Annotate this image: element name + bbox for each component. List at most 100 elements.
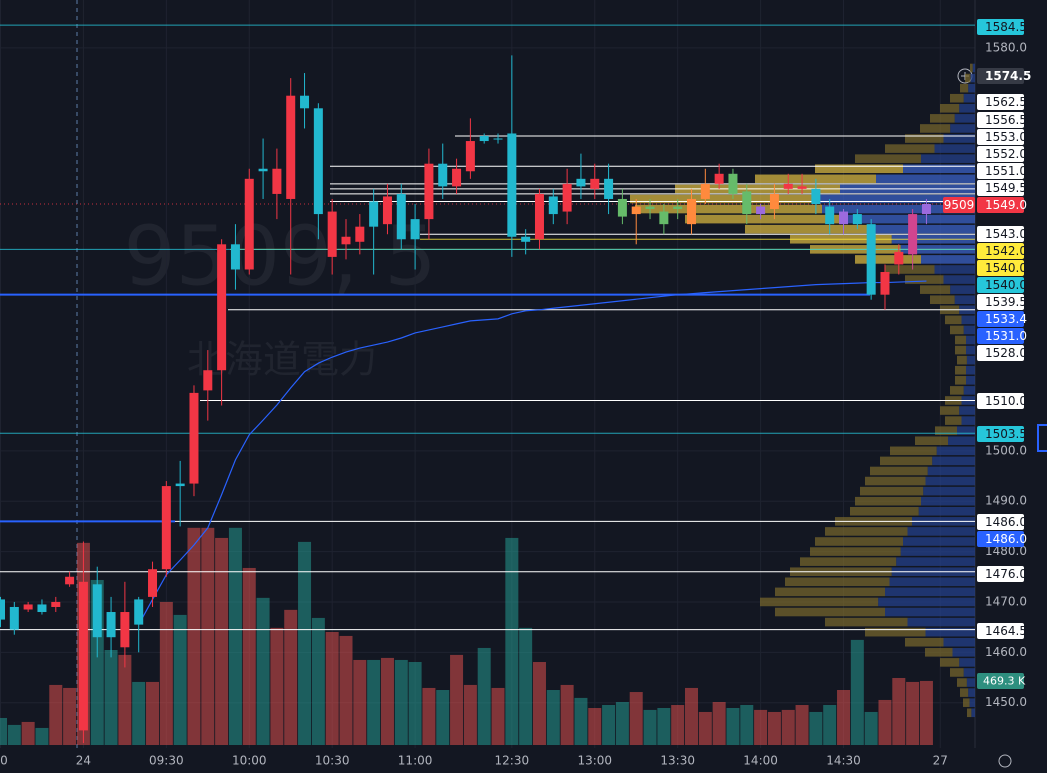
candle-body xyxy=(9,606,19,630)
volume-bar xyxy=(436,689,450,745)
volume-bar xyxy=(35,727,49,745)
price-label-bg xyxy=(977,426,1024,442)
volume-bar xyxy=(353,659,367,745)
x-tick-label: 14:30 xyxy=(826,754,861,768)
candle-body xyxy=(244,178,254,270)
candle-body xyxy=(866,224,876,295)
profile-bar-down xyxy=(932,456,975,466)
volume-bar xyxy=(505,537,519,745)
candle-body xyxy=(590,178,600,189)
profile-bar-down xyxy=(961,416,975,425)
volume-bar xyxy=(339,635,353,745)
candle-body xyxy=(700,183,710,199)
volume-bar xyxy=(159,601,173,745)
volume-bar xyxy=(118,654,132,745)
candle-body xyxy=(921,204,931,215)
profile-bar-down xyxy=(961,315,975,325)
price-label-bg xyxy=(977,311,1024,327)
volume-bar xyxy=(781,709,795,745)
candle-body xyxy=(493,138,503,140)
volume-bar xyxy=(685,687,698,745)
y-tick-label: 1460.0 xyxy=(985,645,1027,659)
candle-body xyxy=(341,236,351,245)
profile-bar-up xyxy=(945,416,962,425)
price-label-bg xyxy=(977,393,1024,409)
volume-label: 469.3 K xyxy=(983,674,1026,687)
profile-bar-up xyxy=(825,617,908,627)
profile-bar-down xyxy=(925,476,975,486)
profile-bar-down xyxy=(950,285,975,294)
price-label-bg xyxy=(977,623,1024,639)
x-tick-label: 14:00 xyxy=(743,754,778,768)
price-label: 1543.0 xyxy=(985,227,1027,241)
candle-body xyxy=(534,193,544,240)
x-tick-label: 0 xyxy=(0,754,8,768)
profile-bar-down xyxy=(959,104,975,113)
price-label: 1539.5 xyxy=(985,295,1027,309)
profile-bar-down xyxy=(966,376,975,385)
profile-bar-down xyxy=(950,124,975,133)
settings-icon[interactable] xyxy=(998,754,1012,768)
profile-bar-down xyxy=(878,597,975,607)
profile-bar-down xyxy=(943,637,975,647)
volume-bar xyxy=(0,717,7,745)
price-label-bg xyxy=(977,112,1024,128)
profile-bar-up xyxy=(925,648,953,657)
candle-body xyxy=(230,244,240,270)
volume-bar xyxy=(477,647,491,745)
profile-bar-down xyxy=(885,587,975,597)
profile-bar-up xyxy=(775,607,885,617)
profile-bar-down xyxy=(934,144,975,153)
volume-bar xyxy=(767,711,781,745)
profile-bar-down xyxy=(921,255,975,264)
profile-bar-down xyxy=(972,63,975,73)
candle-body xyxy=(769,193,779,210)
price-label-bg xyxy=(977,226,1024,242)
price-label-bg xyxy=(977,180,1024,196)
profile-bar-down xyxy=(921,496,975,506)
profile-bar-up xyxy=(950,325,964,335)
profile-bar-up xyxy=(940,104,960,113)
profile-bar-down xyxy=(907,617,975,627)
candle-body xyxy=(811,188,821,205)
profile-bar-down xyxy=(966,345,975,355)
profile-bar-down xyxy=(954,295,975,304)
price-tag: 9509 xyxy=(944,198,975,212)
candle-body xyxy=(51,601,61,607)
profile-bar-up xyxy=(960,83,969,93)
profile-bar-up xyxy=(957,355,967,365)
volume-bar xyxy=(104,649,118,745)
profile-bar-up xyxy=(815,537,903,546)
volume-bar xyxy=(574,697,588,745)
candle-body xyxy=(645,206,655,210)
volume-bar xyxy=(380,657,394,745)
volume-bar xyxy=(408,662,422,745)
candle-body xyxy=(189,392,199,484)
candle-body xyxy=(327,211,337,257)
profile-bar-up xyxy=(775,587,885,597)
profile-bar-down xyxy=(966,678,975,687)
candle-body xyxy=(396,193,406,240)
profile-bar-down xyxy=(952,648,975,657)
candle-body xyxy=(78,581,88,731)
price-label-bg xyxy=(977,294,1024,310)
profile-bar-down xyxy=(885,607,975,617)
volume-bar xyxy=(284,609,298,745)
price-label: 1542.0 xyxy=(985,244,1027,258)
candle-body xyxy=(839,211,849,225)
y-tick-label: 1580.0 xyxy=(985,40,1027,54)
price-label: 1562.5 xyxy=(985,95,1027,109)
volume-bar xyxy=(546,689,560,745)
price-label: 1486.0 xyxy=(985,515,1027,529)
profile-bar-down xyxy=(871,224,975,234)
scroll-handle[interactable] xyxy=(1037,424,1047,452)
profile-bar-up xyxy=(965,73,971,83)
price-label-bg xyxy=(977,94,1024,110)
price-label: 1549.5 xyxy=(985,181,1027,195)
candle-body xyxy=(65,576,75,585)
profile-bar-down xyxy=(959,658,975,667)
candle-body xyxy=(548,196,558,215)
volume-bar xyxy=(325,631,339,745)
candle-body xyxy=(355,226,365,242)
price-label: 1551.0 xyxy=(985,164,1027,178)
